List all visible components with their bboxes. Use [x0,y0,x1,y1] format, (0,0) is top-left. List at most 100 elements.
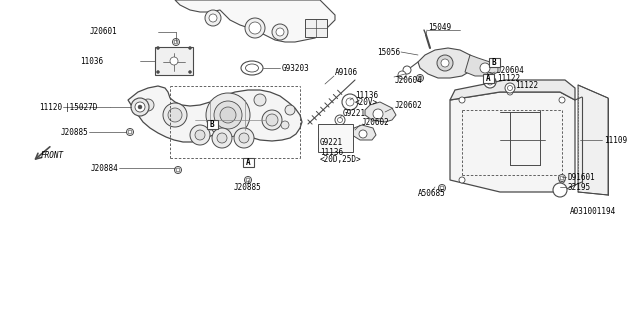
Bar [155,47,193,75]
Circle shape [438,185,445,191]
Circle shape [135,102,145,112]
Circle shape [440,186,444,190]
Circle shape [342,94,358,110]
Circle shape [170,57,178,65]
Circle shape [157,70,159,74]
Circle shape [189,46,191,50]
Circle shape [417,75,424,82]
Polygon shape [175,0,335,42]
Circle shape [459,97,465,103]
Text: A: A [246,157,250,166]
Bar [483,74,493,83]
Circle shape [142,99,154,111]
Circle shape [508,85,513,91]
Circle shape [262,110,282,130]
Text: 11122: 11122 [497,74,520,83]
Text: J20602: J20602 [395,100,423,109]
Circle shape [276,28,284,36]
Circle shape [337,117,342,123]
Circle shape [163,103,187,127]
Text: 11120: 11120 [39,102,62,111]
Polygon shape [450,80,575,100]
Circle shape [249,22,261,34]
Circle shape [437,55,453,71]
Text: 11036: 11036 [80,57,103,66]
Circle shape [206,93,250,137]
Ellipse shape [246,64,259,72]
Polygon shape [418,48,475,78]
Text: D91601: D91601 [568,172,596,181]
Circle shape [128,130,132,134]
Text: 11122: 11122 [515,81,538,90]
Text: 32195: 32195 [568,182,591,191]
Text: G93203: G93203 [282,63,310,73]
Circle shape [234,128,254,148]
Text: FRONT: FRONT [40,150,63,159]
Circle shape [403,66,411,74]
Circle shape [505,83,515,93]
Circle shape [272,24,288,40]
Circle shape [157,46,159,50]
Circle shape [418,76,422,80]
Circle shape [559,174,566,181]
Text: A9106: A9106 [335,68,358,76]
Circle shape [220,107,236,123]
Circle shape [217,133,227,143]
Circle shape [480,63,490,73]
Text: B: B [492,58,496,67]
Text: J20885: J20885 [60,127,88,137]
Circle shape [173,38,179,45]
Circle shape [560,176,564,180]
Text: |15027D: |15027D [65,102,97,111]
Polygon shape [352,125,376,140]
Polygon shape [128,86,302,142]
Circle shape [195,130,205,140]
Circle shape [507,89,513,95]
Polygon shape [578,85,608,195]
Circle shape [254,94,266,106]
Text: J20884: J20884 [90,164,118,172]
Circle shape [239,133,249,143]
Text: 11136: 11136 [355,91,378,100]
Circle shape [246,178,250,182]
Circle shape [127,129,134,135]
Text: G9221: G9221 [343,108,366,117]
Text: <20V>: <20V> [355,98,378,107]
Circle shape [559,97,565,103]
Circle shape [486,73,493,79]
Circle shape [559,177,565,183]
Circle shape [205,10,221,26]
Circle shape [174,40,178,44]
Bar [243,157,253,166]
Bar [207,119,218,129]
Circle shape [168,108,182,122]
Bar [318,124,353,152]
Text: 15049: 15049 [428,22,451,31]
Text: J20602: J20602 [362,117,390,126]
Text: B: B [210,119,214,129]
Circle shape [138,105,142,109]
Circle shape [209,14,217,22]
Text: 11136: 11136 [320,148,343,156]
Circle shape [245,18,265,38]
Text: A031001194: A031001194 [570,207,616,217]
Circle shape [244,177,252,183]
Text: 11109: 11109 [604,135,627,145]
Circle shape [441,59,449,67]
Circle shape [373,109,383,119]
Circle shape [131,98,149,116]
Circle shape [189,70,191,74]
Text: J20604: J20604 [497,66,525,75]
Circle shape [266,114,278,126]
Text: <20D,25D>: <20D,25D> [320,155,362,164]
Polygon shape [465,55,498,76]
Polygon shape [365,102,396,122]
Circle shape [281,121,289,129]
Circle shape [398,71,406,79]
Bar [305,19,327,37]
Ellipse shape [241,61,263,75]
Circle shape [359,130,367,138]
Circle shape [484,76,496,88]
Circle shape [212,128,232,148]
Text: J20885: J20885 [234,182,262,191]
